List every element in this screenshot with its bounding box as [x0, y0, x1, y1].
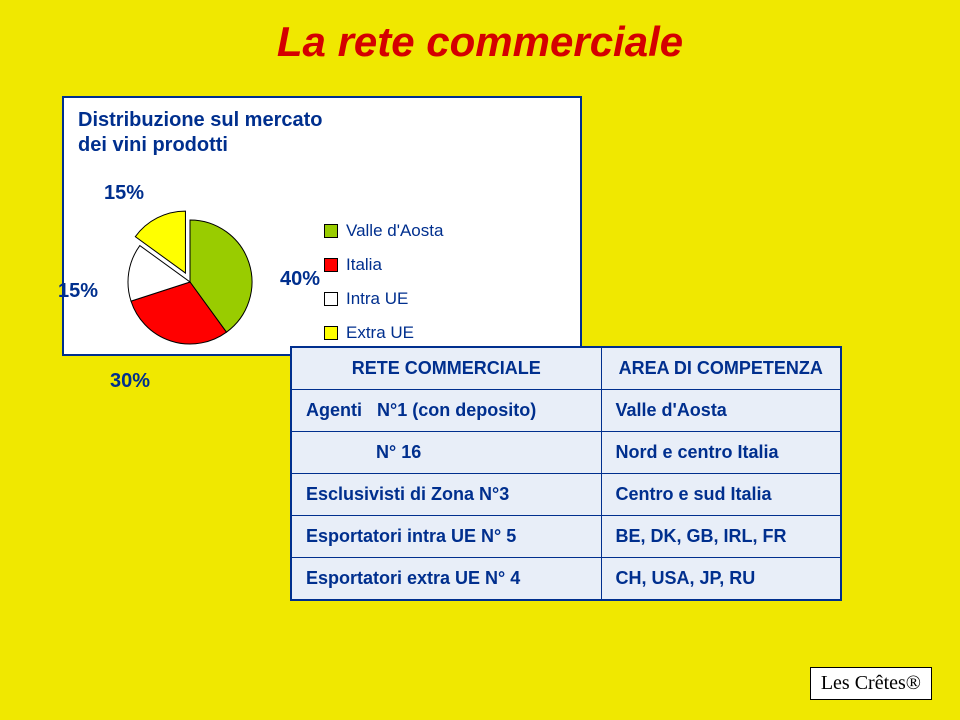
legend-item: Valle d'Aosta	[324, 221, 443, 241]
page-title: La rete commerciale	[0, 0, 960, 66]
chart-subtitle: Distribuzione sul mercato dei vini prodo…	[78, 108, 566, 158]
legend-item: Intra UE	[324, 289, 443, 309]
table-cell: Nord e centro Italia	[601, 432, 841, 474]
table-cell: Esportatori intra UE N° 5	[291, 516, 601, 558]
table-row: Esportatori intra UE N° 5BE, DK, GB, IRL…	[291, 516, 841, 558]
pie-label-15-intra: 15%	[58, 280, 98, 303]
chart-panel: Distribuzione sul mercato dei vini prodo…	[62, 96, 582, 356]
pie-label-15-extra: 15%	[104, 182, 144, 205]
legend-label: Extra UE	[346, 323, 414, 343]
chart-subtitle-line1: Distribuzione sul mercato	[78, 109, 323, 131]
table-cell: Esclusivisti di Zona N°3	[291, 474, 601, 516]
table-cell: CH, USA, JP, RU	[601, 558, 841, 601]
rete-commerciale-table: RETE COMMERCIALEAREA DI COMPETENZAAgenti…	[290, 346, 842, 601]
table-cell: Agenti N°1 (con deposito)	[291, 390, 601, 432]
table-row: Agenti N°1 (con deposito)Valle d'Aosta	[291, 390, 841, 432]
table-cell: Valle d'Aosta	[601, 390, 841, 432]
legend-label: Valle d'Aosta	[346, 221, 443, 241]
pie-legend: Valle d'Aosta Italia Intra UE Extra UE	[324, 221, 443, 343]
legend-swatch	[324, 292, 338, 306]
table-cell: Esportatori extra UE N° 4	[291, 558, 601, 601]
table-header-row: RETE COMMERCIALEAREA DI COMPETENZA	[291, 347, 841, 390]
legend-swatch	[324, 326, 338, 340]
table-header-cell: RETE COMMERCIALE	[291, 347, 601, 390]
table-cell: BE, DK, GB, IRL, FR	[601, 516, 841, 558]
table-header-cell: AREA DI COMPETENZA	[601, 347, 841, 390]
table-cell: Centro e sud Italia	[601, 474, 841, 516]
table-row: Esportatori extra UE N° 4CH, USA, JP, RU	[291, 558, 841, 601]
legend-swatch	[324, 258, 338, 272]
chart-subtitle-line2: dei vini prodotti	[78, 134, 228, 156]
legend-label: Italia	[346, 255, 382, 275]
legend-item: Italia	[324, 255, 443, 275]
legend-swatch	[324, 224, 338, 238]
pie-label-40: 40%	[280, 268, 320, 291]
table-row: N° 16Nord e centro Italia	[291, 432, 841, 474]
table-row: Esclusivisti di Zona N°3Centro e sud Ita…	[291, 474, 841, 516]
pie-label-30: 30%	[110, 370, 150, 393]
pie-chart: 15% 15% 30% 40%	[84, 176, 296, 388]
table-cell: N° 16	[291, 432, 601, 474]
footer-brand-badge: Les Crêtes®	[810, 667, 932, 700]
legend-label: Intra UE	[346, 289, 408, 309]
legend-item: Extra UE	[324, 323, 443, 343]
pie-svg	[84, 176, 296, 388]
